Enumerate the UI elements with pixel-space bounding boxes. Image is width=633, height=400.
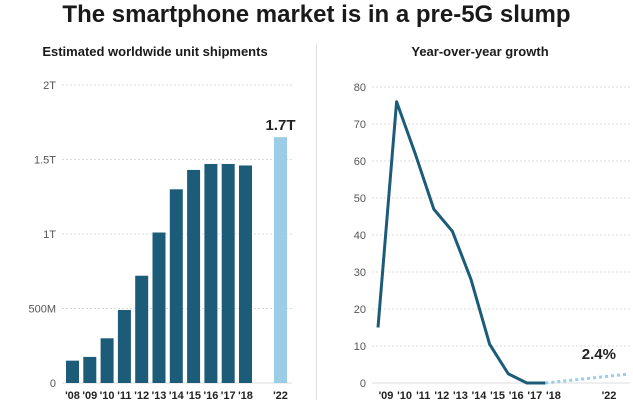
right-y-tick-label: 20 xyxy=(354,304,366,316)
right-x-tick-label: '10 xyxy=(397,390,412,400)
left-x-tick-label: '15 xyxy=(186,390,201,400)
right-y-tick-label: 0 xyxy=(360,378,366,390)
growth-forecast-line xyxy=(545,372,629,385)
bar xyxy=(152,232,166,383)
left-x-tick-label: '08 xyxy=(65,390,80,400)
right-x-tick-label: '22 xyxy=(602,390,617,400)
left-x-tick-label: '10 xyxy=(100,390,115,400)
left-x-tick-label: '22 xyxy=(273,390,288,400)
right-x-tick-label: '18 xyxy=(546,390,561,400)
left-x-tick-label: '14 xyxy=(169,390,185,400)
right-x-tick-label: '12 xyxy=(434,390,449,400)
left-x-tick-label: '12 xyxy=(134,390,149,400)
left-y-tick-label: 2T xyxy=(43,80,56,92)
bar xyxy=(117,309,131,383)
right-y-tick-label: 70 xyxy=(354,119,366,131)
bar xyxy=(187,169,201,383)
growth-line xyxy=(376,100,546,385)
right-x-tick-label: '17 xyxy=(527,390,542,400)
bar xyxy=(221,163,235,383)
left-y-tick-label: 1.5T xyxy=(34,155,56,167)
bar xyxy=(239,165,252,383)
forecast-bar xyxy=(274,137,287,383)
right-y-tick-label: 10 xyxy=(354,341,366,353)
left-y-tick-label: 500M xyxy=(28,304,56,316)
right-x-tick-label: '16 xyxy=(509,390,524,400)
right-y-tick-label: 50 xyxy=(354,193,366,205)
right-x-tick-label: '13 xyxy=(453,390,468,400)
bar xyxy=(169,189,183,383)
left-x-tick-label: '09 xyxy=(82,390,97,400)
left-x-tick-label: '18 xyxy=(238,390,253,400)
left-panel-title: Estimated worldwide unit shipments xyxy=(42,44,268,59)
growth-callout-label: 2.4% xyxy=(582,346,616,363)
right-y-tick-label: 30 xyxy=(354,267,366,279)
right-y-tick-label: 80 xyxy=(354,82,366,94)
right-panel-title: Year-over-year growth xyxy=(411,44,549,59)
bar-callout-label: 1.7T xyxy=(265,117,295,134)
right-x-tick-label: '15 xyxy=(490,390,505,400)
right-x-tick-label: '14 xyxy=(472,390,488,400)
left-x-tick-label: '16 xyxy=(203,390,218,400)
bar xyxy=(100,338,114,383)
left-x-tick-label: '13 xyxy=(152,390,167,400)
right-y-tick-label: 60 xyxy=(354,156,366,168)
bar xyxy=(204,163,218,383)
left-x-tick-label: '17 xyxy=(221,390,236,400)
chart-title: The smartphone market is in a pre-5G slu… xyxy=(62,1,571,28)
left-y-tick-label: 1T xyxy=(43,229,56,241)
bar xyxy=(83,356,97,383)
left-x-tick-label: '11 xyxy=(117,390,131,400)
right-x-tick-label: '09 xyxy=(379,390,394,400)
right-x-tick-label: '11 xyxy=(416,390,430,400)
left-y-tick-label: 0 xyxy=(50,378,56,390)
panel-divider xyxy=(316,44,317,400)
bar xyxy=(66,360,79,383)
bar xyxy=(135,275,149,383)
right-y-tick-label: 40 xyxy=(354,230,366,242)
